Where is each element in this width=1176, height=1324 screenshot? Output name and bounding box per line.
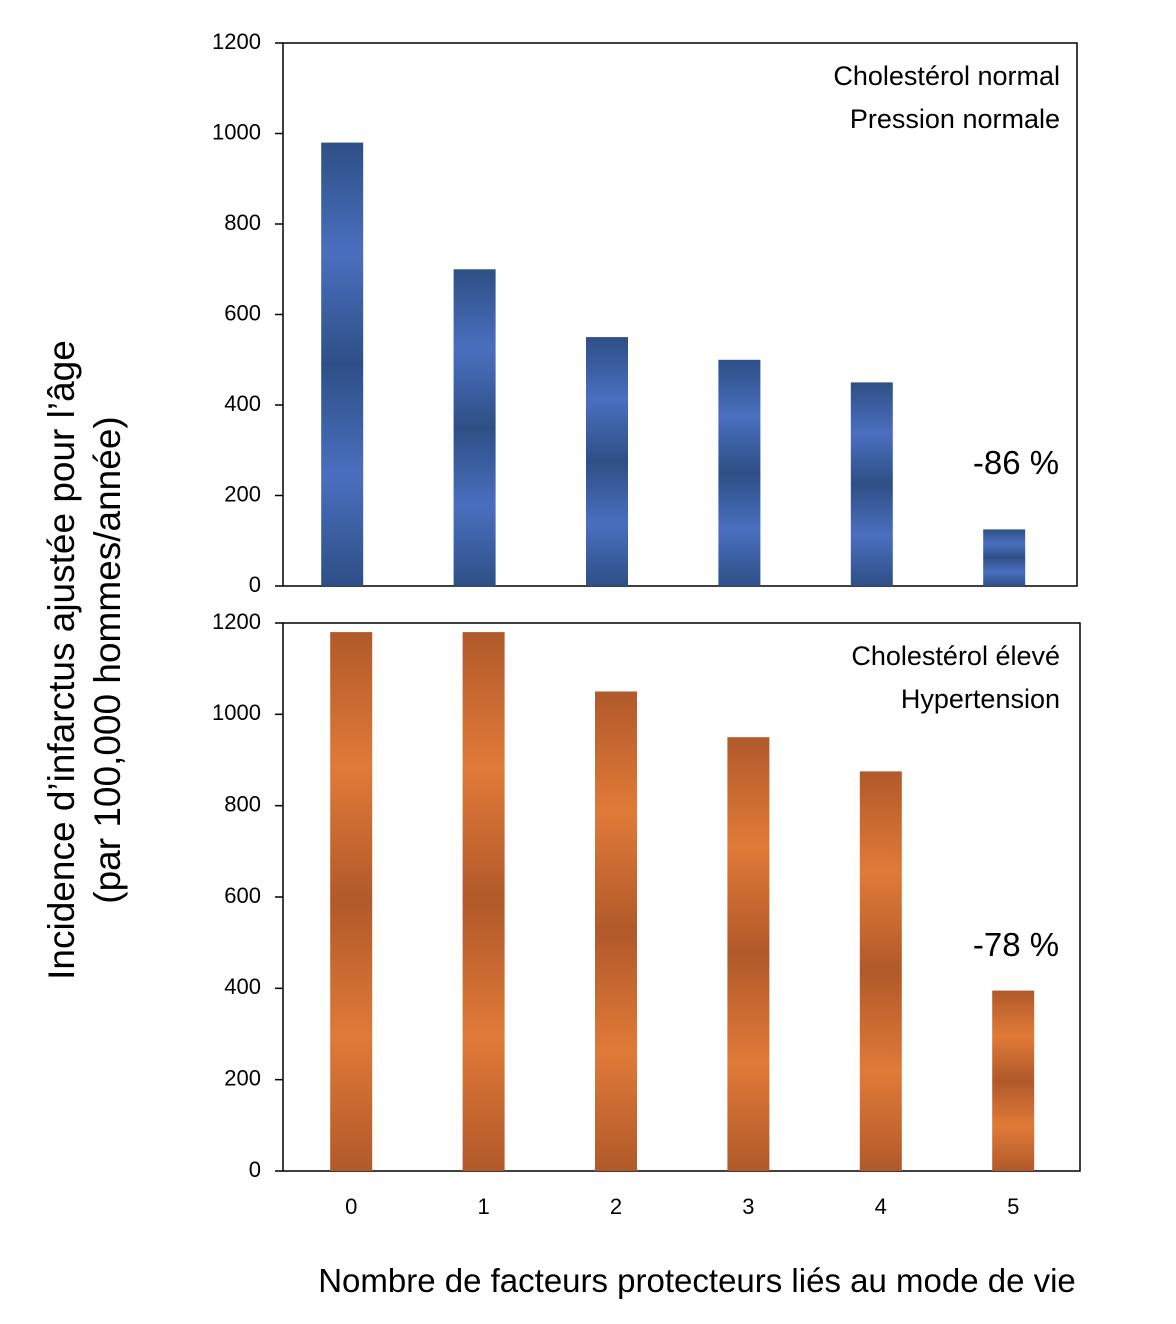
panel-bottom-y-tick-label: 400 [224, 974, 261, 999]
panel-bottom-reduction-label: -78 % [973, 926, 1059, 963]
x-tick-label-0: 0 [345, 1194, 357, 1219]
x-axis-title: Nombre de facteurs protecteurs liés au m… [318, 1262, 1076, 1299]
panel-top-bar-0 [321, 142, 364, 586]
x-tick-label-2: 2 [610, 1194, 622, 1219]
panel-top-bar-4 [850, 382, 893, 586]
panel-bottom-bar-4 [859, 771, 902, 1171]
panel-top-y-ticks: 0 200 400 600 800 1000 1200 [212, 29, 283, 597]
panel-bottom-y-tick-label: 1200 [212, 609, 261, 634]
panel-bottom-bar-3 [727, 737, 770, 1171]
panel-top-y-tick-label: 1200 [212, 29, 261, 54]
panel-bottom-y-tick-label: 600 [224, 883, 261, 908]
panel-top-y-tick-label: 400 [224, 391, 261, 416]
panel-top-annotation-line-2: Pression normale [850, 104, 1060, 134]
panel-bottom-y-tick-label: 800 [224, 791, 261, 816]
panel-top-reduction-label: -86 % [973, 444, 1059, 481]
panel-top-annotation-line-1: Cholestérol normal [833, 61, 1060, 91]
x-tick-label-5: 5 [1007, 1194, 1019, 1219]
panel-top-bars [321, 142, 1026, 587]
panel-bottom-y-tick-label: 1000 [212, 700, 261, 725]
panel-bottom-y-ticks: 0 200 400 600 800 1000 1200 [212, 609, 283, 1182]
panel-top: 0 200 400 600 800 1000 1200 Cholestérol normal… [212, 29, 1078, 597]
x-tick-label-3: 3 [742, 1194, 754, 1219]
panel-top-bar-2 [586, 337, 628, 586]
panel-bottom-y-tick-label: 200 [224, 1065, 261, 1090]
panel-bottom-y-tick-label: 0 [249, 1157, 261, 1182]
panel-top-y-tick-label: 800 [224, 210, 261, 235]
panel-bottom-bar-5 [992, 990, 1035, 1171]
y-axis-title-line-1: Incidence d’infarctus ajustée pour l’âge [41, 340, 82, 980]
y-axis-title-line-2: (par 100,000 hommes/année) [87, 416, 128, 903]
panel-bottom-bars [330, 632, 1035, 1171]
y-axis-title: Incidence d’infarctus ajustée pour l’âge… [41, 340, 128, 980]
panel-bottom-bar-2 [595, 691, 637, 1171]
panel-bottom-annotation-line-1: Cholestérol élevé [851, 641, 1060, 671]
x-tick-label-4: 4 [875, 1194, 887, 1219]
panel-top-y-tick-label: 200 [224, 481, 261, 506]
x-tick-labels: 0 1 2 3 4 5 [345, 1194, 1019, 1219]
panel-top-y-tick-label: 1000 [212, 119, 261, 144]
panel-bottom-bar-0 [330, 632, 373, 1171]
panel-top-bar-5 [983, 529, 1026, 586]
panel-bottom-bar-1 [462, 632, 505, 1171]
x-tick-label-1: 1 [477, 1194, 489, 1219]
panel-top-y-tick-label: 0 [249, 572, 261, 597]
panel-top-bar-1 [453, 269, 496, 587]
panel-top-y-tick-label: 600 [224, 300, 261, 325]
panel-bottom-annotation-line-2: Hypertension [901, 684, 1060, 714]
panel-top-bar-3 [718, 359, 761, 587]
